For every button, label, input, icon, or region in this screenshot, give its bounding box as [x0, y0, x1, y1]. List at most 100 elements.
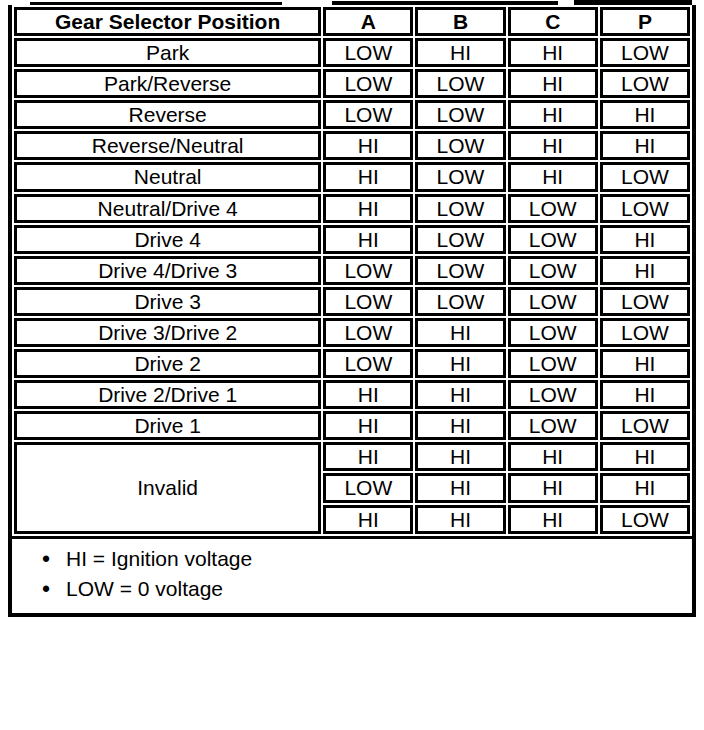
signal-cell: LOW — [415, 225, 505, 254]
signal-cell: LOW — [323, 38, 413, 67]
signal-cell: HI — [508, 38, 598, 67]
table-frame: Gear Selector Position A B C P ParkLOWHI… — [8, 5, 696, 617]
signal-cell: LOW — [415, 287, 505, 316]
gear-position-cell: Reverse/Neutral — [14, 131, 321, 160]
legend-note-text: HI = Ignition voltage — [66, 546, 252, 572]
signal-cell: LOW — [415, 162, 505, 191]
signal-cell: HI — [600, 380, 690, 409]
signal-cell: LOW — [600, 318, 690, 347]
signal-cell: HI — [323, 442, 413, 471]
signal-cell: LOW — [600, 287, 690, 316]
signal-cell: HI — [415, 442, 505, 471]
table-row: NeutralHILOWHILOW — [14, 162, 690, 191]
signal-cell: LOW — [600, 194, 690, 223]
table-row: Drive 2LOWHILOWHI — [14, 349, 690, 378]
signal-cell: LOW — [508, 287, 598, 316]
signal-cell: HI — [600, 100, 690, 129]
signal-cell: LOW — [323, 349, 413, 378]
header-col-a: A — [323, 7, 413, 36]
gear-position-cell: Neutral — [14, 162, 321, 191]
signal-cell: HI — [323, 380, 413, 409]
gear-position-cell: Drive 1 — [14, 411, 321, 440]
gear-position-cell: Drive 3/Drive 2 — [14, 318, 321, 347]
truth-table-body: ParkLOWHIHILOWPark/ReverseLOWLOWHILOWRev… — [14, 38, 690, 534]
table-row: Drive 1HIHILOWLOW — [14, 411, 690, 440]
signal-cell: LOW — [323, 69, 413, 98]
header-col-b: B — [415, 7, 505, 36]
bullet-icon: • — [42, 546, 66, 572]
gear-position-cell: Drive 3 — [14, 287, 321, 316]
signal-cell: LOW — [600, 411, 690, 440]
signal-cell: LOW — [415, 194, 505, 223]
signal-cell: HI — [323, 131, 413, 160]
signal-cell: HI — [415, 349, 505, 378]
gear-position-cell: Park — [14, 38, 321, 67]
scanned-page: Gear Selector Position A B C P ParkLOWHI… — [0, 0, 704, 730]
signal-cell: HI — [600, 225, 690, 254]
signal-cell: HI — [600, 442, 690, 471]
signal-cell: HI — [323, 505, 413, 534]
gear-position-cell: Drive 2/Drive 1 — [14, 380, 321, 409]
signal-cell: HI — [415, 380, 505, 409]
gear-position-cell: Drive 2 — [14, 349, 321, 378]
legend-note-hi: • HI = Ignition voltage — [42, 546, 682, 572]
signal-cell: HI — [508, 131, 598, 160]
signal-cell: HI — [415, 38, 505, 67]
table-row: InvalidHIHIHIHI — [14, 442, 690, 471]
bullet-icon: • — [42, 576, 66, 602]
signal-cell: HI — [508, 473, 598, 502]
signal-cell: HI — [415, 318, 505, 347]
signal-cell: HI — [600, 256, 690, 285]
signal-cell: HI — [323, 411, 413, 440]
gear-position-cell: Neutral/Drive 4 — [14, 194, 321, 223]
signal-cell: HI — [508, 162, 598, 191]
signal-cell: LOW — [415, 131, 505, 160]
signal-cell: HI — [323, 194, 413, 223]
signal-cell: LOW — [508, 318, 598, 347]
signal-cell: HI — [508, 100, 598, 129]
table-row: Park/ReverseLOWLOWHILOW — [14, 69, 690, 98]
signal-cell: HI — [323, 162, 413, 191]
signal-cell: HI — [600, 473, 690, 502]
legend-notes: • HI = Ignition voltage • LOW = 0 voltag… — [12, 536, 692, 613]
header-col-p: P — [600, 7, 690, 36]
signal-cell: HI — [415, 473, 505, 502]
gear-selector-truth-table: Gear Selector Position A B C P ParkLOWHI… — [12, 5, 692, 536]
signal-cell: LOW — [323, 318, 413, 347]
signal-cell: LOW — [415, 69, 505, 98]
signal-cell: LOW — [323, 473, 413, 502]
header-col-c: C — [508, 7, 598, 36]
gear-position-cell-invalid: Invalid — [14, 442, 321, 533]
table-row: Neutral/Drive 4HILOWLOWLOW — [14, 194, 690, 223]
signal-cell: LOW — [323, 287, 413, 316]
signal-cell: LOW — [508, 225, 598, 254]
table-row: Reverse/NeutralHILOWHIHI — [14, 131, 690, 160]
signal-cell: LOW — [600, 162, 690, 191]
gear-position-cell: Drive 4/Drive 3 — [14, 256, 321, 285]
signal-cell: LOW — [600, 38, 690, 67]
gear-position-cell: Drive 4 — [14, 225, 321, 254]
signal-cell: HI — [415, 505, 505, 534]
signal-cell: LOW — [415, 256, 505, 285]
signal-cell: LOW — [600, 505, 690, 534]
header-gear-selector-position: Gear Selector Position — [14, 7, 321, 36]
signal-cell: LOW — [508, 256, 598, 285]
signal-cell: HI — [508, 69, 598, 98]
legend-note-low: • LOW = 0 voltage — [42, 576, 682, 602]
signal-cell: HI — [508, 505, 598, 534]
header-row: Gear Selector Position A B C P — [14, 7, 690, 36]
signal-cell: LOW — [508, 194, 598, 223]
signal-cell: HI — [508, 442, 598, 471]
gear-position-cell: Reverse — [14, 100, 321, 129]
table-row: ParkLOWHIHILOW — [14, 38, 690, 67]
signal-cell: HI — [323, 225, 413, 254]
gear-position-cell: Park/Reverse — [14, 69, 321, 98]
signal-cell: LOW — [600, 69, 690, 98]
table-row: Drive 3/Drive 2LOWHILOWLOW — [14, 318, 690, 347]
table-row: Drive 4HILOWLOWHI — [14, 225, 690, 254]
signal-cell: LOW — [508, 411, 598, 440]
signal-cell: LOW — [323, 256, 413, 285]
signal-cell: LOW — [508, 349, 598, 378]
signal-cell: LOW — [323, 100, 413, 129]
table-row: ReverseLOWLOWHIHI — [14, 100, 690, 129]
